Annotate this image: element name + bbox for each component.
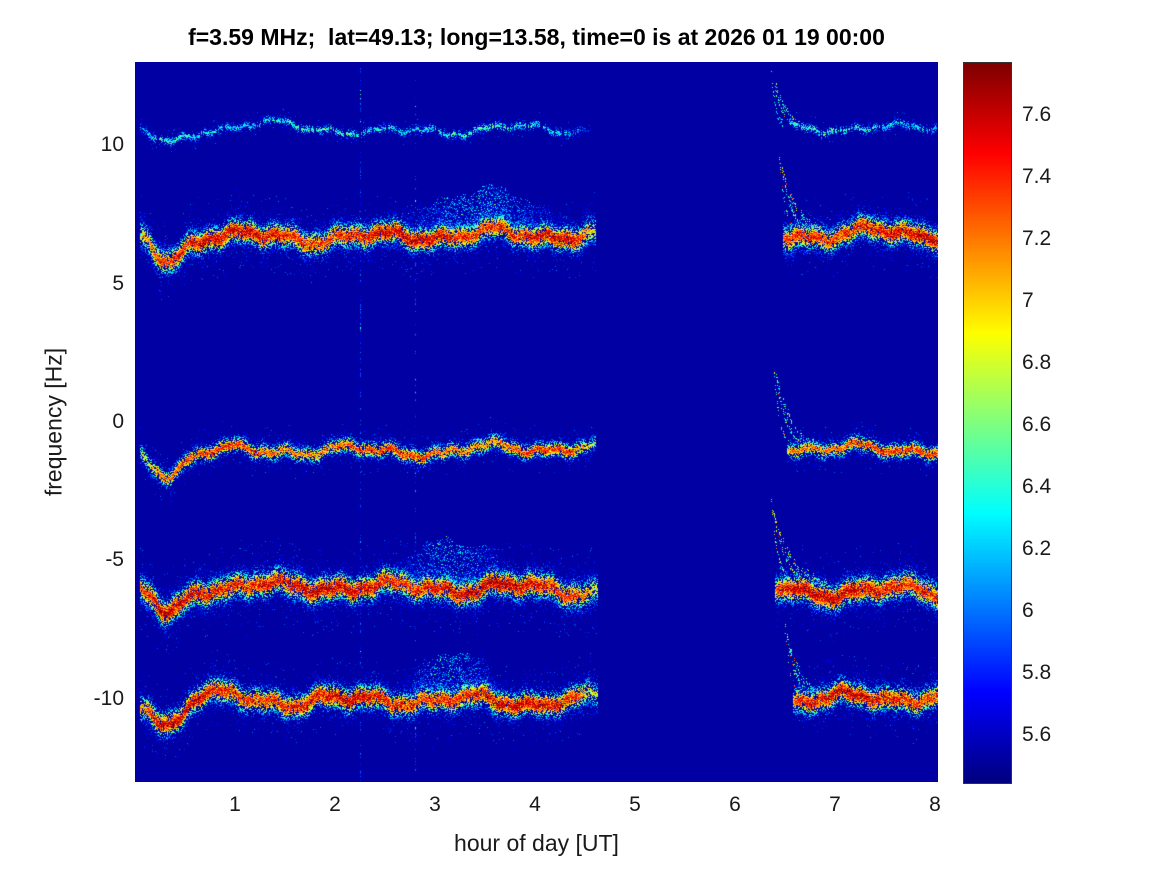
colorbar-tick-label: 7.4: [1022, 164, 1052, 188]
colorbar-tick-label: 6.8: [1022, 351, 1052, 375]
chart-title: f=3.59 MHz; lat=49.13; long=13.58, time=…: [188, 24, 885, 50]
colorbar-tick-label: 6.6: [1022, 413, 1052, 437]
colorbar-tick-label: 6.4: [1022, 475, 1052, 499]
y-tick-label: -10: [93, 686, 124, 710]
y-tick-label: 10: [100, 133, 124, 157]
colorbar-tick-label: 7: [1022, 288, 1034, 312]
colorbar: [963, 62, 1012, 784]
x-axis-label: hour of day [UT]: [454, 830, 619, 856]
colorbar-tick-label: 6.2: [1022, 537, 1052, 561]
colorbar-tick-label: 5.8: [1022, 661, 1052, 685]
x-tick-label: 8: [929, 793, 941, 816]
colorbar-tick-label: 7.6: [1022, 102, 1052, 126]
x-tick-label: 4: [529, 793, 541, 816]
colorbar-tick-label: 6: [1022, 599, 1034, 623]
x-tick-label: 5: [629, 793, 641, 816]
colorbar-tick-label: 7.2: [1022, 226, 1052, 250]
x-tick-label: 1: [229, 793, 241, 816]
y-tick-label: 5: [112, 271, 124, 295]
x-tick-label: 6: [729, 793, 741, 816]
y-tick-label: -5: [105, 548, 124, 572]
x-tick-label: 2: [329, 793, 341, 816]
colorbar-tick-label: 5.6: [1022, 723, 1052, 747]
spectrogram-plot: [135, 62, 938, 782]
x-tick-label: 3: [429, 793, 441, 816]
y-tick-label: 0: [112, 410, 124, 433]
x-tick-label: 7: [829, 793, 841, 816]
